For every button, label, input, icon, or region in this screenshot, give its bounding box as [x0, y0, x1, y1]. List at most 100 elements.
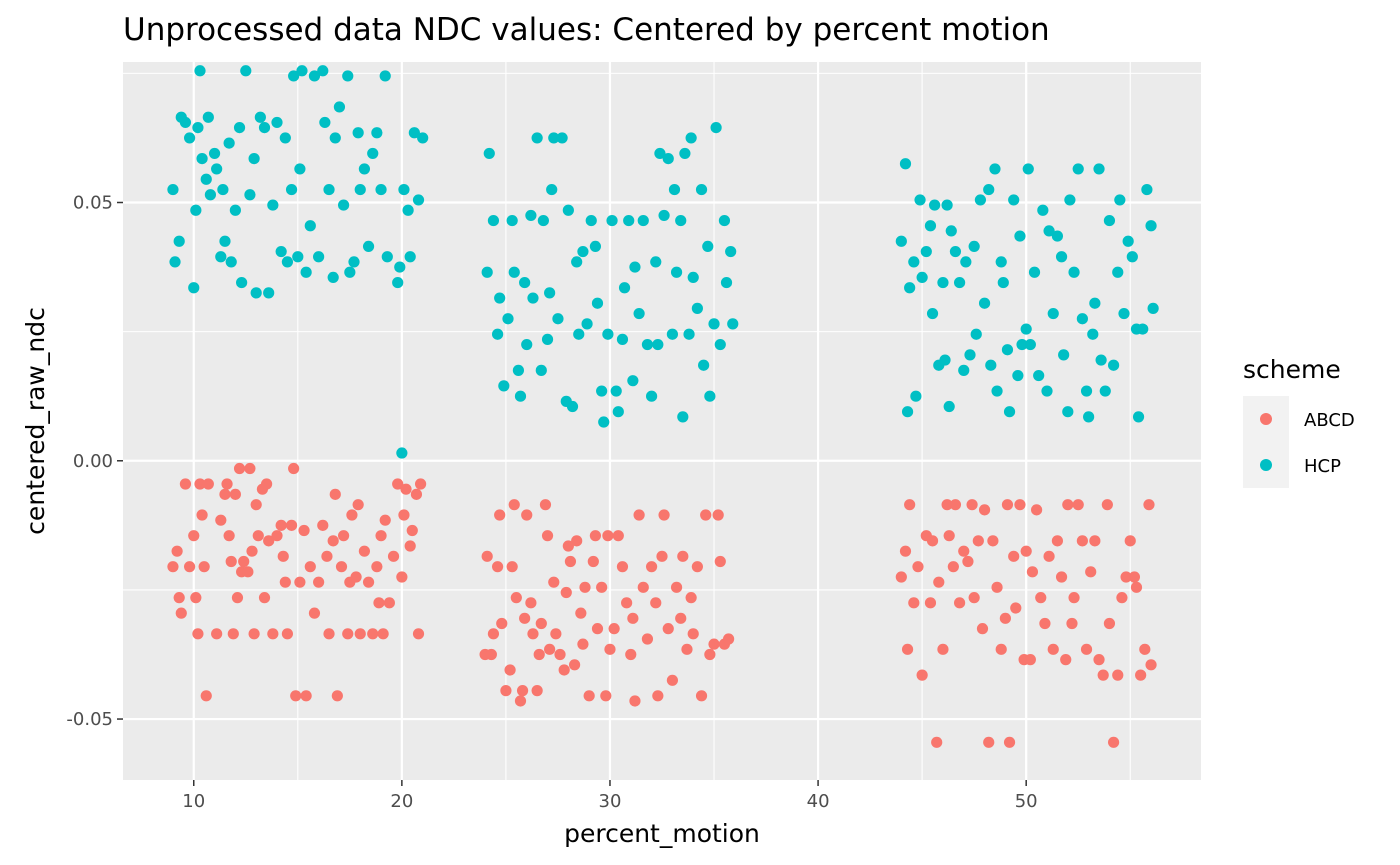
x-axis-ticks: 10 20 30 40 50: [182, 780, 1038, 812]
data-points: [167, 65, 1159, 748]
data-point-abcd: [949, 499, 962, 511]
data-point-abcd: [277, 550, 289, 562]
data-point-abcd: [691, 561, 703, 573]
data-point-hcp: [953, 276, 966, 289]
data-point-abcd: [901, 643, 914, 655]
data-point-hcp: [236, 276, 248, 289]
data-point-hcp: [702, 240, 714, 253]
data-point-abcd: [1085, 566, 1097, 578]
data-point-abcd: [398, 509, 410, 521]
data-point-abcd: [958, 545, 970, 557]
data-point-abcd: [722, 633, 735, 645]
data-point-hcp: [645, 390, 658, 402]
data-point-abcd: [662, 623, 674, 635]
data-point-abcd: [173, 592, 185, 604]
data-point-hcp: [1107, 359, 1120, 371]
data-point-abcd: [987, 535, 999, 547]
data-point-abcd: [1103, 617, 1116, 630]
data-point-abcd: [304, 561, 316, 573]
data-point-hcp: [1089, 297, 1101, 309]
data-point-abcd: [591, 623, 604, 635]
data-point-abcd: [179, 478, 192, 490]
data-point-hcp: [412, 194, 425, 206]
data-point-abcd: [596, 581, 608, 593]
data-point-hcp: [1001, 344, 1014, 356]
data-point-abcd: [677, 550, 689, 562]
data-point-hcp: [179, 116, 192, 129]
data-point-abcd: [404, 540, 416, 552]
data-point-hcp: [1083, 411, 1095, 423]
data-point-abcd: [962, 555, 974, 568]
data-point-hcp: [566, 400, 579, 413]
data-point-hcp: [629, 261, 641, 273]
data-point-hcp: [968, 240, 980, 253]
data-point-hcp: [1037, 204, 1049, 216]
data-point-abcd: [571, 535, 583, 547]
data-point-abcd: [383, 597, 395, 609]
data-point-abcd: [331, 690, 343, 702]
data-point-abcd: [211, 628, 223, 640]
data-point-abcd: [337, 530, 350, 542]
data-point-abcd: [215, 514, 227, 526]
data-point-hcp: [250, 287, 262, 299]
data-point-hcp: [920, 245, 932, 258]
data-point-abcd: [533, 648, 545, 661]
data-point-abcd: [1116, 592, 1128, 604]
data-point-abcd: [219, 488, 231, 500]
data-point-hcp: [974, 194, 987, 206]
data-point-hcp: [1099, 385, 1111, 397]
data-point-abcd: [202, 478, 214, 490]
data-point-abcd: [410, 488, 423, 500]
data-point-abcd: [1143, 499, 1155, 511]
data-point-abcd: [650, 597, 662, 609]
data-point-abcd: [656, 550, 668, 562]
data-point-abcd: [560, 586, 572, 599]
data-point-abcd: [583, 690, 595, 702]
data-point-hcp: [591, 297, 604, 309]
data-point-abcd: [258, 592, 271, 604]
data-point-abcd: [313, 576, 325, 588]
data-point-abcd: [298, 524, 310, 537]
data-point-abcd: [1024, 654, 1036, 666]
data-point-hcp: [1087, 328, 1099, 340]
data-point-abcd: [252, 530, 264, 542]
data-point-abcd: [1145, 659, 1157, 671]
data-point-abcd: [221, 478, 233, 490]
data-point-hcp: [229, 204, 241, 216]
data-point-abcd: [400, 483, 412, 495]
data-point-hcp: [623, 214, 635, 227]
data-point-abcd: [1128, 571, 1141, 583]
data-point-hcp: [1016, 338, 1028, 351]
data-point-hcp: [677, 411, 689, 423]
data-point-abcd: [190, 592, 202, 604]
data-point-hcp: [192, 122, 204, 134]
data-point-hcp: [1008, 194, 1020, 206]
data-point-hcp: [519, 276, 531, 289]
data-point-abcd: [1068, 592, 1080, 604]
data-point-abcd: [550, 628, 562, 640]
data-point-abcd: [589, 530, 602, 542]
data-point-abcd: [506, 561, 518, 573]
data-point-hcp: [616, 333, 629, 345]
data-point-hcp: [718, 214, 731, 227]
data-point-hcp: [223, 137, 235, 149]
data-point-hcp: [317, 65, 329, 77]
data-point-hcp: [294, 163, 306, 175]
data-point-hcp: [666, 328, 679, 340]
data-point-abcd: [602, 530, 614, 542]
y-tick-label: 0.00: [73, 451, 113, 472]
data-point-abcd: [562, 540, 574, 552]
data-point-hcp: [720, 276, 733, 289]
data-point-hcp: [327, 271, 339, 283]
data-point-hcp: [1093, 163, 1105, 175]
data-point-abcd: [685, 592, 697, 604]
data-point-abcd: [288, 462, 300, 475]
data-point-abcd: [354, 628, 366, 640]
legend-marker-hcp: [1260, 459, 1272, 471]
data-point-abcd: [377, 628, 389, 640]
data-point-abcd: [548, 576, 560, 588]
data-point-hcp: [926, 307, 939, 320]
data-point-abcd: [999, 612, 1011, 624]
data-point-abcd: [285, 519, 298, 531]
